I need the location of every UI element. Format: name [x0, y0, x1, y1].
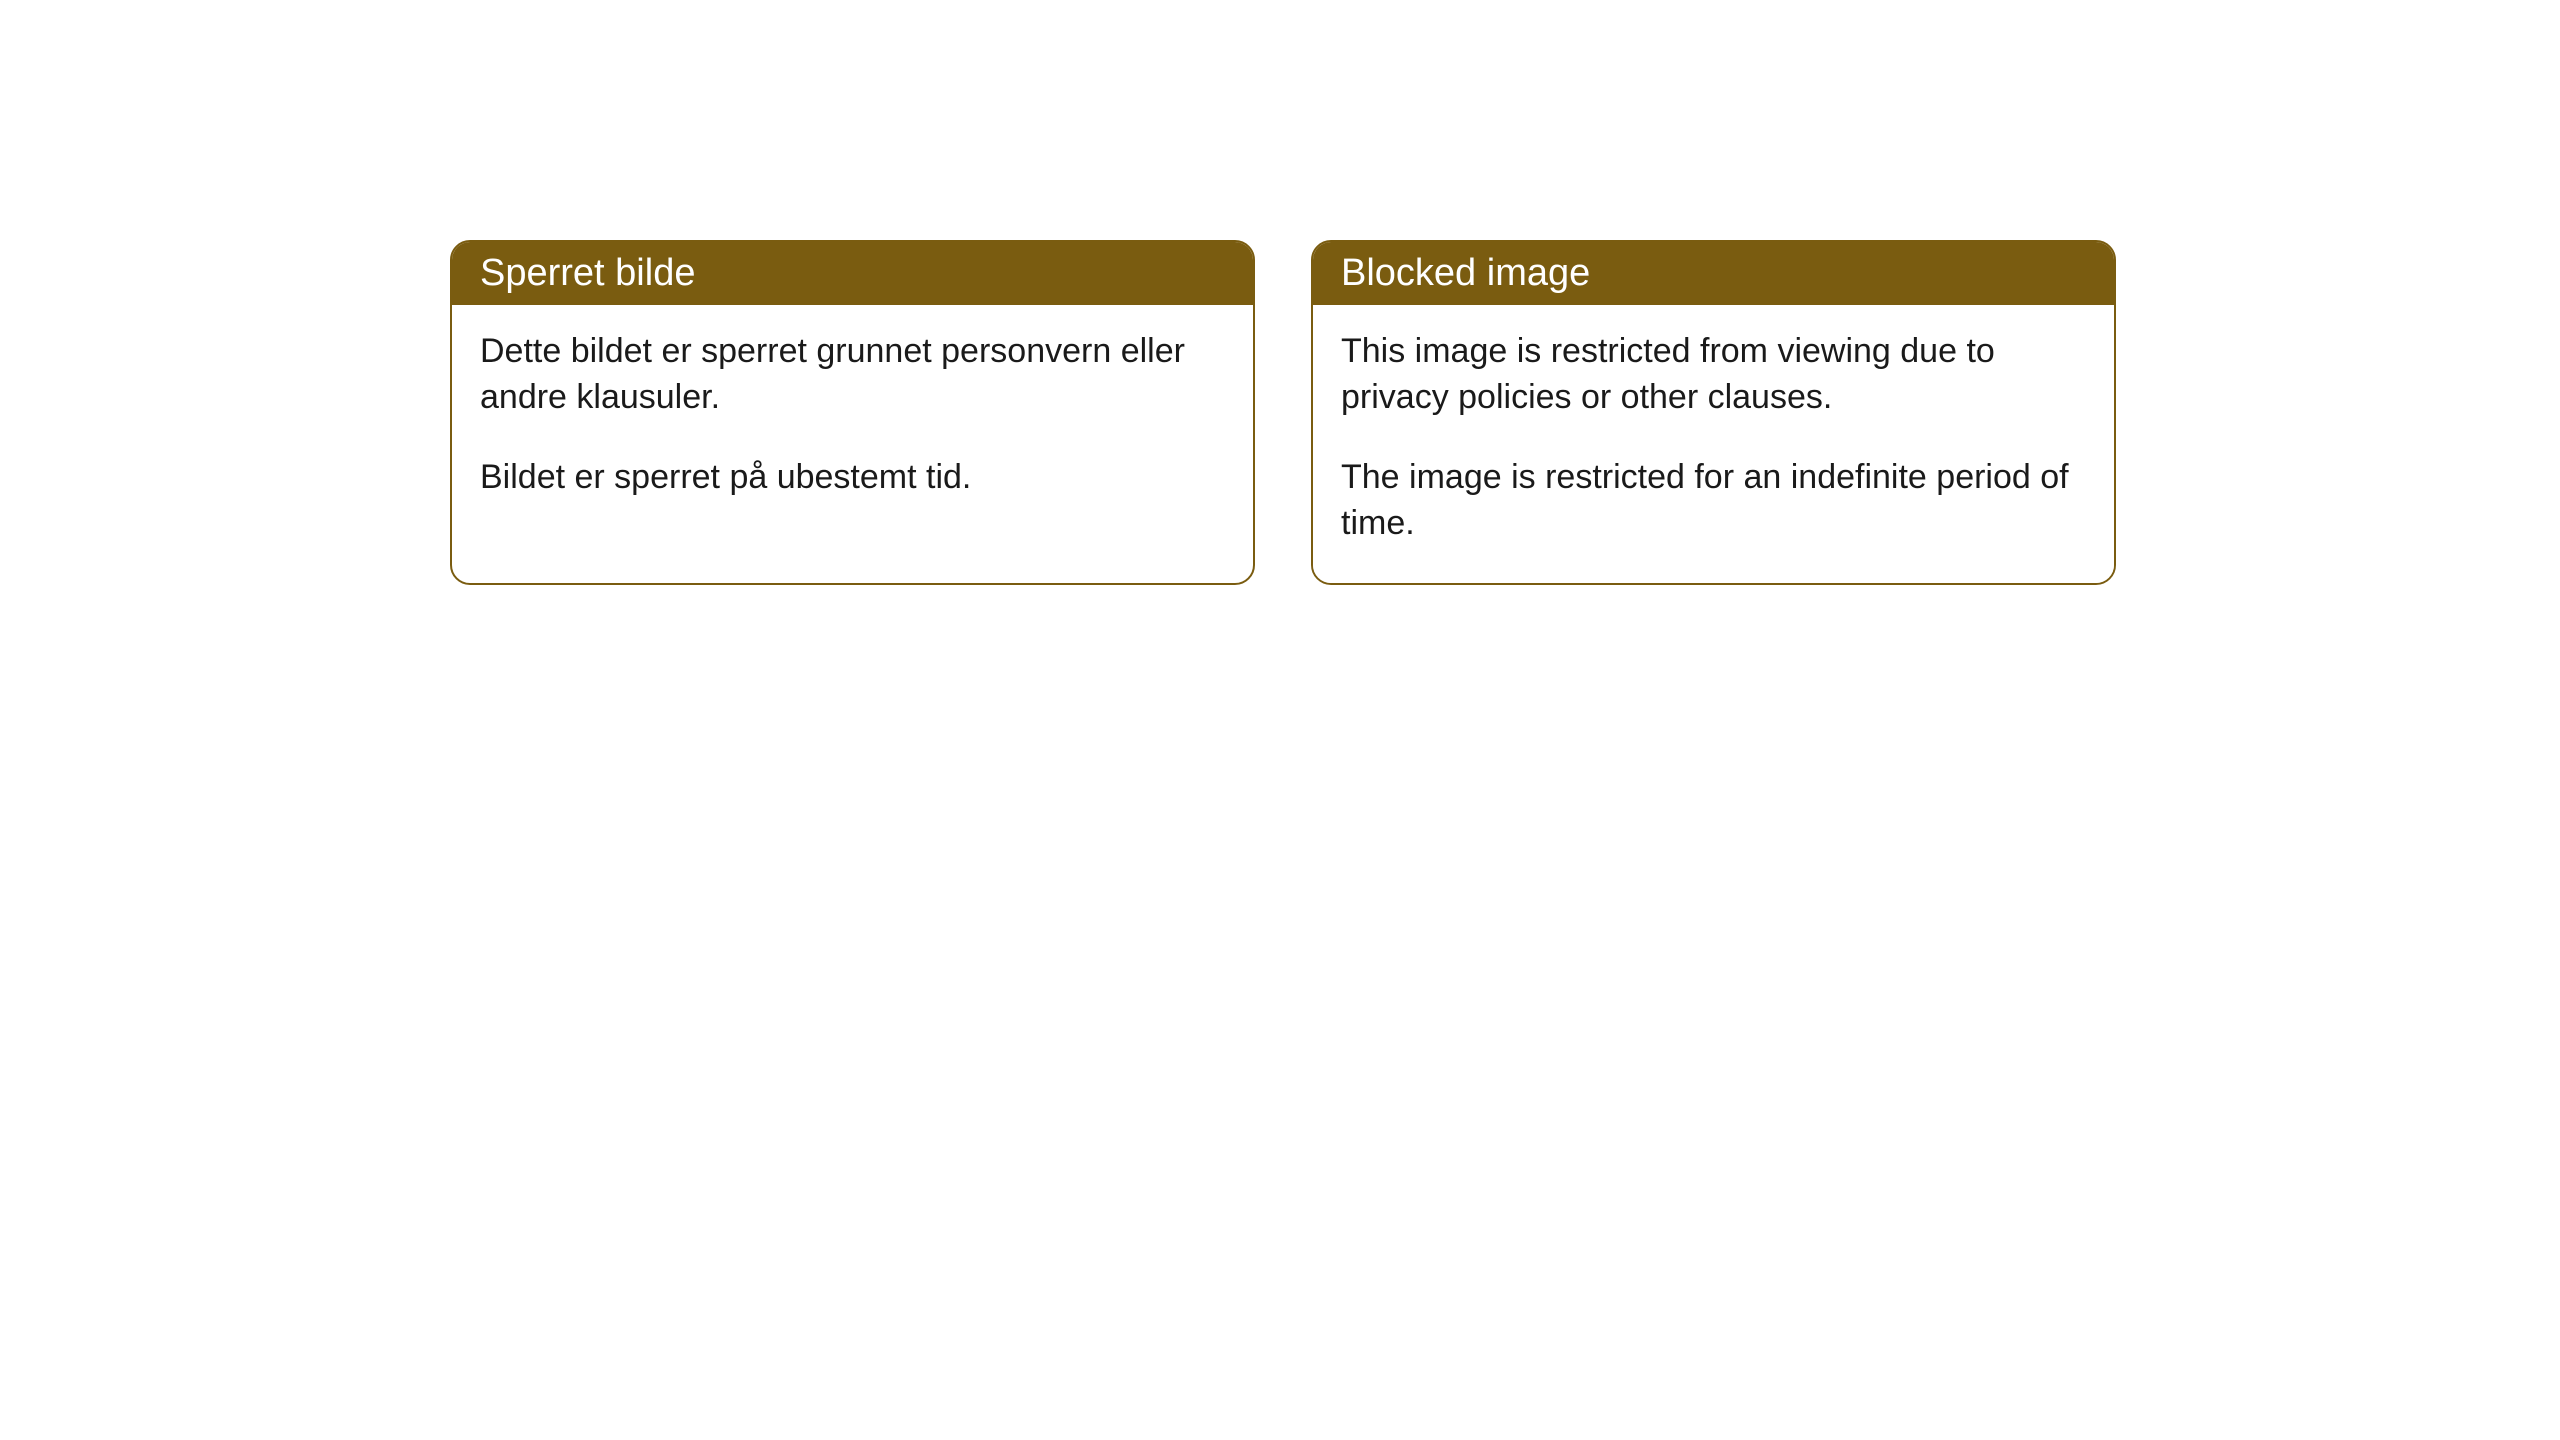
card-paragraph: The image is restricted for an indefinit… [1341, 455, 2086, 547]
card-body-english: This image is restricted from viewing du… [1313, 305, 2114, 583]
card-paragraph: This image is restricted from viewing du… [1341, 329, 2086, 421]
notice-card-norwegian: Sperret bilde Dette bildet er sperret gr… [450, 240, 1255, 585]
notice-card-english: Blocked image This image is restricted f… [1311, 240, 2116, 585]
notice-container: Sperret bilde Dette bildet er sperret gr… [450, 240, 2116, 585]
card-header-norwegian: Sperret bilde [452, 242, 1253, 305]
card-paragraph: Bildet er sperret på ubestemt tid. [480, 455, 1225, 501]
card-body-norwegian: Dette bildet er sperret grunnet personve… [452, 305, 1253, 537]
card-title: Blocked image [1341, 252, 1590, 294]
card-title: Sperret bilde [480, 252, 695, 294]
card-paragraph: Dette bildet er sperret grunnet personve… [480, 329, 1225, 421]
card-header-english: Blocked image [1313, 242, 2114, 305]
